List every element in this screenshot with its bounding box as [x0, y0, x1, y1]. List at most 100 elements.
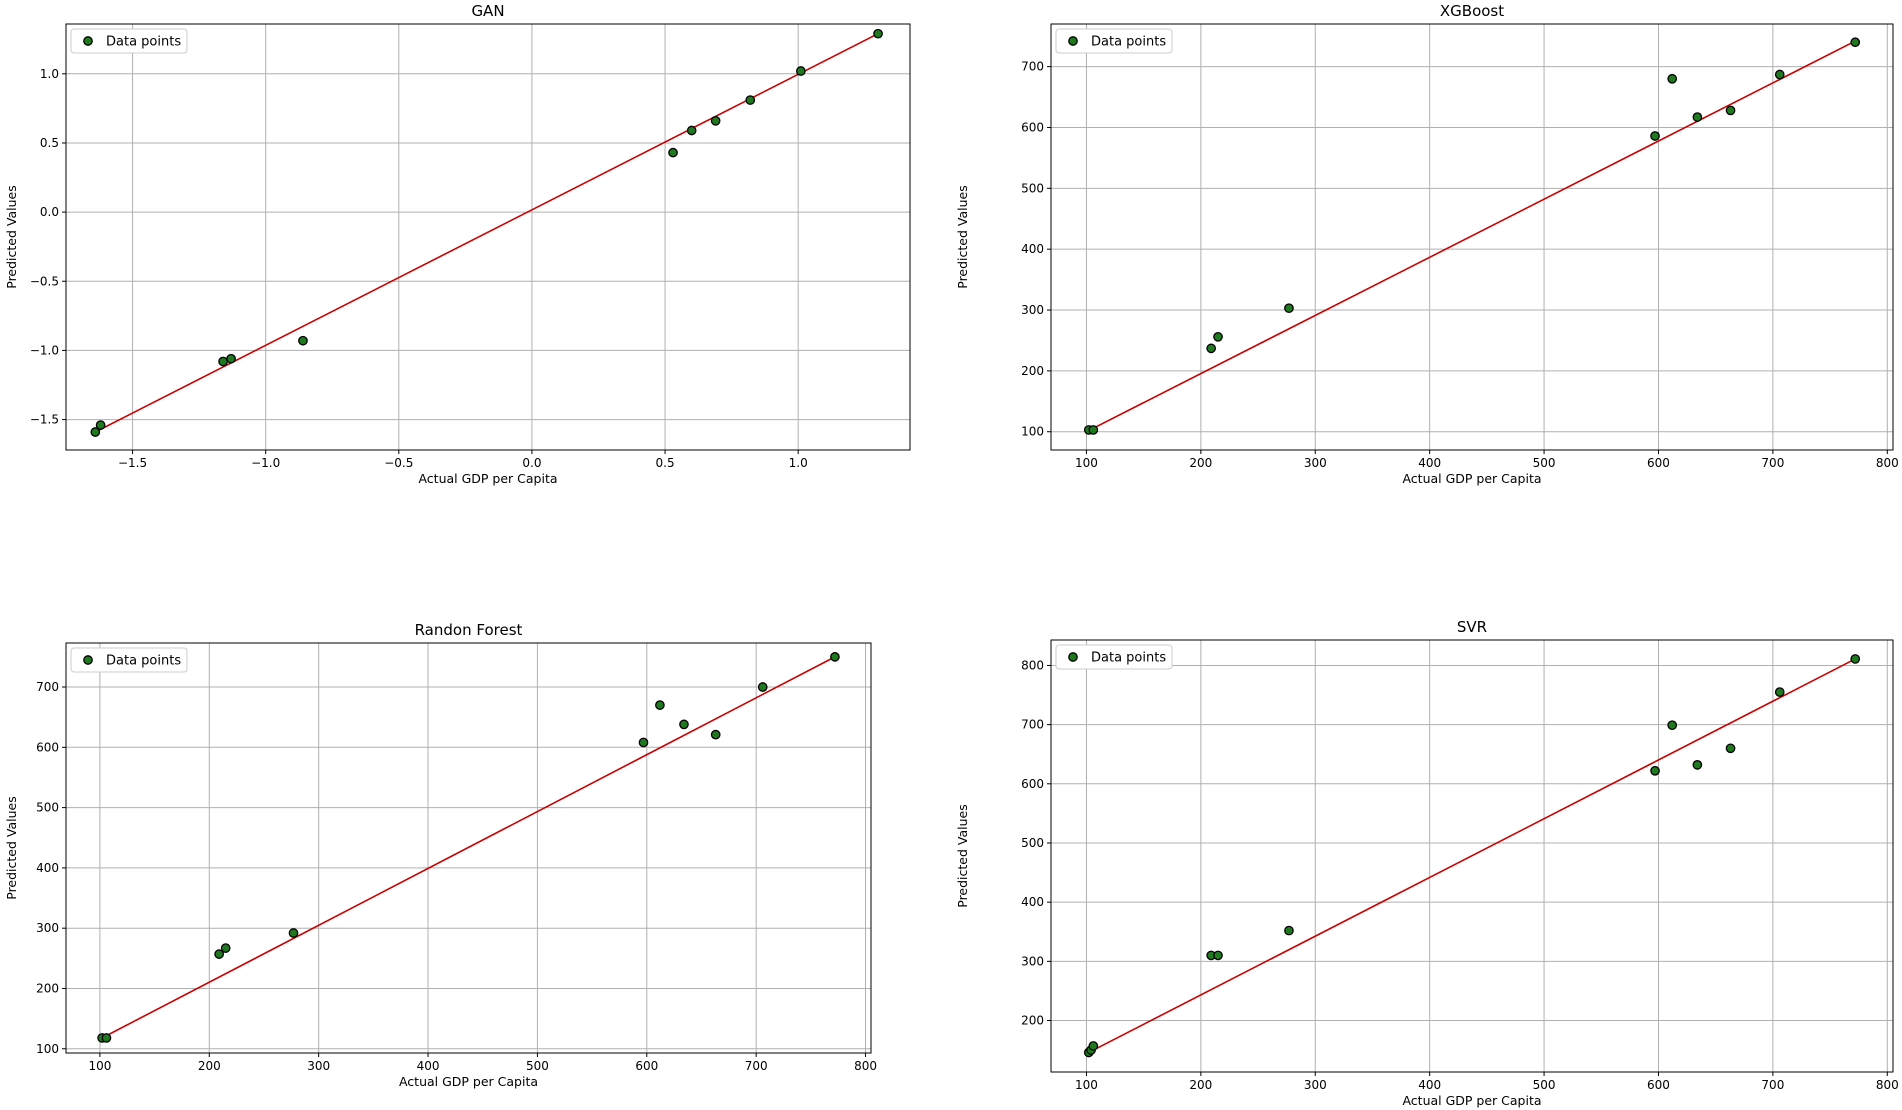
chart-panel-gan: −1.5 −1.0 −0.5 0.0 0.5 1.0 −1.5 −1.0 −0.5 0.0 0.5 1…	[0, 0, 951, 500]
x-tick-label: 800	[1876, 456, 1899, 470]
x-tick-label: 700	[1761, 1078, 1784, 1092]
data-point	[1088, 425, 1099, 435]
x-tick-label: 200	[1189, 456, 1212, 470]
data-point	[1850, 654, 1861, 664]
data-point	[226, 353, 236, 364]
data-point	[668, 147, 678, 158]
data-point	[1692, 112, 1703, 122]
data-point	[90, 427, 101, 437]
data-point	[638, 737, 649, 748]
fit-line	[101, 656, 836, 1039]
data-point	[1667, 720, 1678, 731]
legend-marker	[83, 655, 93, 665]
fit-line	[94, 32, 879, 433]
data-point	[745, 95, 756, 105]
chart-gan: −1.5 −1.0 −0.5 0.0 0.5 1.0 −1.5 −1.0 −0.5 0.0 0.5 1…	[4, 2, 911, 486]
data-point	[655, 700, 665, 710]
fit-line	[1088, 40, 1856, 432]
data-point	[1650, 765, 1660, 776]
x-tick-label: −1.5	[118, 456, 147, 470]
chart-svr: 100 200 300 400 500 600 700 800 200 300 400 500 600 7…	[955, 618, 1899, 1108]
x-tick-label: 700	[1761, 456, 1784, 470]
y-tick-label: 300	[1021, 954, 1044, 968]
data-point	[830, 652, 840, 662]
y-tick-label: −1.0	[30, 343, 59, 357]
data-point	[757, 682, 768, 692]
y-tick-label: 400	[1021, 895, 1044, 909]
x-axis-label: Actual GDP per Capita	[1402, 471, 1541, 486]
x-tick-label: −1.0	[251, 456, 280, 470]
legend-label: Data points	[1091, 35, 1166, 50]
y-tick-label: 200	[1021, 1014, 1044, 1028]
axes-frame	[1050, 23, 1894, 451]
y-tick-label: 700	[1021, 718, 1044, 732]
x-tick-label: 100	[1075, 1078, 1098, 1092]
data-point	[679, 719, 689, 730]
data-point	[686, 125, 697, 136]
data-point	[1850, 37, 1861, 48]
y-tick-label: 0.0	[40, 205, 59, 219]
x-tick-label: 300	[1304, 1078, 1327, 1092]
data-point	[795, 66, 806, 76]
data-point	[220, 943, 231, 953]
chart-title: XGBoost	[1440, 2, 1504, 20]
data-point	[1650, 131, 1660, 141]
chart-panel-svr: 100 200 300 400 500 600 700 800 200 300 400 500 600 7…	[951, 550, 1902, 1110]
data-point	[1213, 950, 1223, 961]
data-point	[1774, 687, 1785, 697]
x-tick-label: 800	[1876, 1078, 1899, 1092]
data-point	[1213, 331, 1223, 342]
y-axis-label: Predicted Values	[4, 796, 19, 900]
x-tick-label: 700	[745, 1059, 768, 1073]
legend-marker	[83, 36, 93, 46]
axes-frame	[1050, 639, 1894, 1073]
y-axis-label: Predicted Values	[4, 185, 19, 289]
data-point	[1088, 1041, 1099, 1051]
y-tick-label: 400	[36, 861, 59, 875]
legend-marker	[1068, 36, 1078, 46]
y-tick-label: 500	[1021, 181, 1044, 195]
legend-marker	[1068, 652, 1078, 662]
x-axis-label: Actual GDP per Capita	[1402, 1093, 1541, 1108]
legend-box	[1055, 28, 1173, 54]
x-tick-label: 100	[88, 1059, 111, 1073]
x-tick-label: 100	[1075, 456, 1098, 470]
y-tick-label: 600	[1021, 777, 1044, 791]
y-tick-label: 100	[36, 1042, 59, 1056]
y-tick-label: 200	[36, 981, 59, 995]
x-tick-label: 400	[1418, 1078, 1441, 1092]
y-tick-label: −1.5	[30, 413, 59, 427]
y-axis-label: Predicted Values	[955, 185, 970, 289]
data-point	[1692, 760, 1703, 770]
chart-title: GAN	[471, 2, 504, 20]
y-tick-label: 700	[1021, 60, 1044, 74]
y-tick-label: 500	[36, 801, 59, 815]
x-tick-label: 600	[635, 1059, 658, 1073]
y-tick-label: 700	[36, 680, 59, 694]
x-axis-label: Actual GDP per Capita	[399, 1074, 538, 1089]
x-tick-label: 400	[417, 1059, 440, 1073]
chart-random-forest: 100 200 300 400 500 600 700 800 100 200 300 400 500 6…	[4, 621, 877, 1089]
data-point	[95, 420, 106, 430]
chart-xgboost: 100 200 300 400 500 600 700 800 100 200 300 400 500 6…	[955, 2, 1899, 486]
legend-box	[70, 647, 188, 673]
axes-frame	[65, 642, 872, 1054]
y-axis-label: Predicted Values	[955, 804, 970, 908]
y-tick-label: 300	[36, 921, 59, 935]
y-tick-label: 800	[1021, 658, 1044, 672]
data-point	[1206, 343, 1217, 354]
x-tick-label: 300	[1304, 456, 1327, 470]
data-point	[298, 335, 308, 346]
legend: Data points	[1055, 28, 1173, 54]
data-point	[1774, 69, 1785, 80]
data-point	[1725, 105, 1736, 116]
data-point	[218, 356, 228, 367]
x-tick-label: 0.5	[656, 456, 675, 470]
x-axis-label: Actual GDP per Capita	[418, 471, 557, 486]
data-point	[101, 1033, 112, 1043]
x-tick-label: 800	[854, 1059, 877, 1073]
x-tick-label: 500	[526, 1059, 549, 1073]
y-tick-label: 0.5	[40, 136, 59, 150]
y-tick-label: 500	[1021, 836, 1044, 850]
x-tick-label: 200	[1189, 1078, 1212, 1092]
